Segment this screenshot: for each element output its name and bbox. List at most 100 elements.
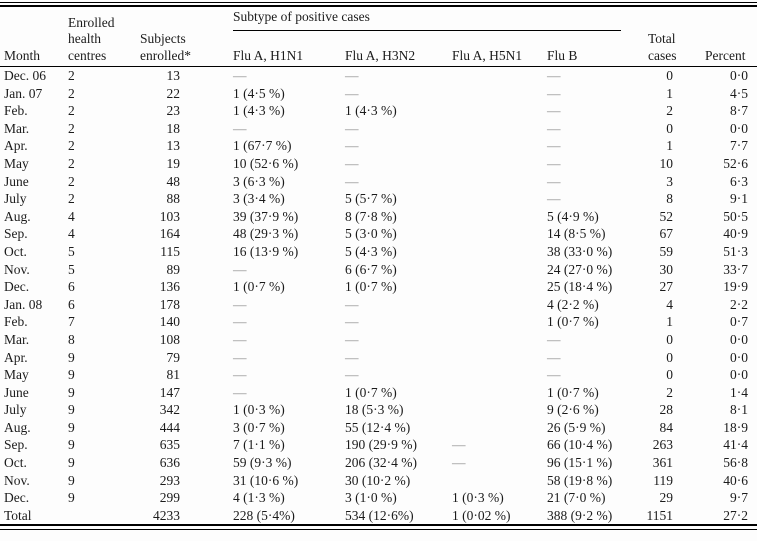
cell-flu-a-h5n1: —: [452, 455, 466, 471]
cell-total-cases: 1: [666, 85, 673, 101]
cell-flu-b: 14 (8·5 %): [547, 226, 606, 242]
cell-percent: 40·6: [723, 472, 748, 488]
col-header-total-cases: Total cases: [625, 31, 676, 66]
cell-month: July: [4, 191, 27, 207]
cell-total-cases: 2: [666, 103, 673, 119]
col-header-percent: Percent: [705, 47, 746, 63]
cell-total-cases: 361: [652, 455, 673, 471]
cell-month: Dec.: [4, 490, 30, 506]
cell-flu-a-h1n1: 1 (0·3 %): [233, 402, 285, 418]
cell-flu-a-h5n1: [452, 102, 547, 120]
col-header-subjects-enrolled: Subjects enrolled*: [140, 31, 191, 63]
cell-flu-a-h5n1: [452, 225, 547, 243]
table-row: June 9 147 — 1 (0·7 %) 1 (0·7 %) 2 1·4: [0, 384, 757, 402]
cell-total-cases: 4: [666, 296, 673, 312]
cell-flu-a-h3n2: —: [345, 173, 359, 189]
cell-flu-a-h1n1: 59 (9·3 %): [233, 455, 292, 471]
subtype-group-label: Subtype of positive cases: [233, 9, 370, 24]
cell-subjects-enrolled: 48: [166, 173, 181, 189]
cell-enrolled-health-centres: 6: [68, 296, 75, 312]
table-row: Jan. 07 2 22 1 (4·5 %) — —1 4·5: [0, 85, 757, 103]
cell-total-cases: 84: [659, 419, 674, 435]
table-row: Feb. 2 23 1 (4·3 %) 1 (4·3 %) — 2 8·7: [0, 102, 757, 120]
cell-subjects-enrolled: 342: [159, 402, 180, 418]
cell-flu-a-h3n2: —: [345, 331, 359, 347]
cell-flu-b: —: [547, 103, 561, 119]
cell-flu-a-h1n1: 16 (13·9 %): [233, 243, 299, 259]
cell-flu-b: —: [547, 138, 561, 154]
cell-subjects-enrolled: 13: [166, 68, 181, 83]
cell-percent: 52·6: [723, 155, 748, 171]
cell-flu-a-h1n1: 1 (0·7 %): [233, 279, 285, 295]
cell-month: Dec.: [4, 279, 30, 295]
cell-enrolled-health-centres: 2: [68, 138, 75, 154]
cell-flu-a-h3n2: —: [345, 138, 359, 154]
cell-subjects-enrolled: 23: [166, 103, 181, 119]
cell-total-cases: 1: [666, 138, 673, 154]
cell-flu-b: 9 (2·6 %): [547, 402, 599, 418]
cell-flu-b: —: [547, 155, 561, 171]
column-gap: [181, 208, 233, 226]
cell-total-cases: 1151: [646, 507, 674, 523]
table-row: Oct. 9 636 59 (9·3 %) 206 (32·4 %) — 96 (15·1 …: [0, 454, 757, 472]
cell-flu-b: 26 (5·9 %): [547, 419, 606, 435]
cell-flu-a-h3n2: —: [345, 155, 359, 171]
cell-percent: 6·3: [730, 173, 748, 189]
cell-flu-b: —: [547, 120, 561, 136]
column-gap: [181, 278, 233, 296]
cell-enrolled-health-centres: 2: [68, 173, 75, 189]
cell-month: Mar.: [4, 120, 30, 136]
cell-month: May: [4, 367, 29, 383]
cell-enrolled-health-centres: 4: [68, 208, 75, 224]
cell-flu-a-h3n2: 206 (32·4 %): [345, 455, 417, 471]
cell-total-cases: 0: [666, 68, 673, 83]
table-row: Jan. 08 6 178 — — 4 (2·2 %) 4 2·2: [0, 296, 757, 314]
table-header: Month Enrolled health centres Subjects e…: [0, 7, 757, 67]
cell-subjects-enrolled: 108: [159, 331, 180, 347]
col-header-flu-b: Flu B: [547, 47, 578, 63]
cell-flu-a-h1n1: 7 (1·1 %): [233, 437, 285, 453]
column-gap: [181, 120, 233, 138]
cell-flu-a-h1n1: 3 (6·3 %): [233, 173, 285, 189]
cell-flu-a-h5n1: [452, 208, 547, 226]
col-header-flu-a-h5n1: Flu A, H5N1: [452, 47, 523, 63]
column-gap: [181, 243, 233, 261]
column-gap: [181, 401, 233, 419]
cell-total-cases: 0: [666, 120, 673, 136]
cell-flu-a-h1n1: 3 (3·4 %): [233, 191, 285, 207]
cell-total-cases: 2: [666, 384, 673, 400]
cell-total-cases: 0: [666, 349, 673, 365]
cell-month: Feb.: [4, 103, 28, 119]
cell-flu-a-h1n1: 1 (67·7 %): [233, 138, 292, 154]
column-gap: [181, 137, 233, 155]
cell-flu-a-h3n2: 1 (0·7 %): [345, 279, 397, 295]
cell-flu-a-h3n2: —: [345, 367, 359, 383]
cell-percent: 0·0: [730, 367, 748, 383]
cell-enrolled-health-centres: 9: [68, 419, 75, 435]
cell-flu-a-h1n1: 3 (0·7 %): [233, 419, 285, 435]
cell-enrolled-health-centres: 2: [68, 191, 75, 207]
cell-flu-a-h3n2: —: [345, 68, 359, 83]
cell-subjects-enrolled: 444: [159, 419, 180, 435]
cell-flu-a-h1n1: —: [233, 261, 247, 277]
cell-flu-a-h3n2: —: [345, 349, 359, 365]
cell-flu-b: 38 (33·0 %): [547, 243, 613, 259]
col-header-total-cases-line1: Total: [648, 31, 676, 46]
column-gap: [181, 190, 233, 208]
cell-enrolled-health-centres: [68, 507, 140, 525]
cell-flu-a-h1n1: 228 (5·4%): [233, 507, 295, 523]
cell-subjects-enrolled: 88: [166, 191, 181, 207]
column-gap: [181, 67, 233, 85]
table-row: July 2 88 3 (3·4 %) 5 (5·7 %) — 8 9·1: [0, 190, 757, 208]
cell-flu-b: —: [547, 173, 561, 189]
cell-flu-a-h3n2: —: [345, 85, 359, 101]
cell-subjects-enrolled: 136: [159, 279, 180, 295]
cell-percent: 7·7: [730, 138, 748, 154]
subtype-subheaders: Flu A, H1N1 Flu A, H3N2 Flu A, H5N1 Flu …: [233, 48, 625, 67]
cell-month: Apr.: [4, 138, 28, 154]
cell-month: May: [4, 155, 29, 171]
table-body: Dec. 06 2 13— — —0 0·0 Jan. 07 2 22 1 (4·5 %) — —1 4…: [0, 67, 757, 524]
column-gap: [181, 507, 233, 525]
cell-percent: 1·4: [730, 384, 748, 400]
cell-month: Aug.: [4, 208, 31, 224]
